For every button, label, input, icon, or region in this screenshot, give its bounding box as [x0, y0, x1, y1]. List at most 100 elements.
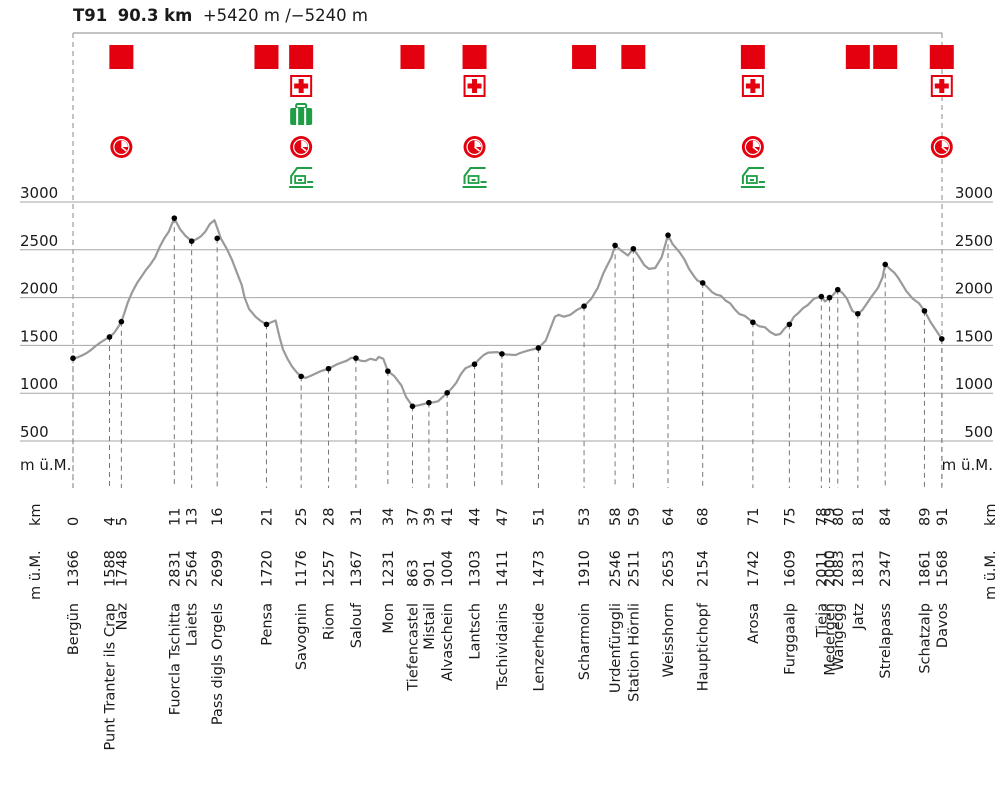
waypoint-elevation: 2699: [210, 550, 226, 587]
stage-marker: [621, 45, 646, 69]
waypoint-km: 68: [696, 508, 712, 526]
waypoint-name: Arosa: [746, 603, 762, 644]
train-icon: [740, 167, 765, 188]
waypoint-dot: [353, 355, 359, 361]
waypoint-dot: [298, 373, 304, 380]
waypoint-km: 80: [831, 508, 847, 526]
waypoint-elevation: 1257: [322, 550, 338, 587]
waypoint-dot: [535, 345, 542, 351]
waypoint-name: Punt Tranter ils Crap: [103, 603, 119, 751]
first-aid-icon: [930, 75, 953, 97]
clock-icon: [463, 136, 486, 158]
elevation-profile-line: [72, 217, 943, 408]
waypoint-km: 0: [66, 517, 82, 526]
waypoint-elevation: 2347: [878, 550, 894, 587]
y-tick-label-left: 3000: [20, 184, 58, 202]
waypoint-km: 79: [823, 508, 839, 526]
waypoint-km: 75: [782, 508, 798, 526]
waypoint-dot: [855, 310, 861, 317]
waypoint-km: 39: [422, 508, 438, 526]
waypoint-name: Jatz: [851, 603, 867, 630]
waypoint-name: Tschividains: [495, 603, 511, 691]
route-code: T91: [73, 6, 108, 25]
dropline-layer: [72, 218, 943, 488]
waypoint-elevation: 901: [422, 559, 438, 587]
waypoint-dot: [385, 368, 391, 374]
waypoint-elevation: 1366: [66, 550, 82, 587]
waypoint-km: 78: [814, 508, 830, 526]
waypoint-name: Schatzalp: [917, 603, 933, 674]
waypoint-dot: [499, 351, 505, 357]
waypoint-elevation: 1861: [917, 550, 933, 587]
waypoint-elevation: 2546: [608, 550, 624, 587]
waypoint-elevation: 1473: [531, 550, 547, 587]
waypoint-elevation: 1231: [381, 550, 397, 587]
waypoint-km: 59: [626, 508, 642, 526]
waypoint-dot: [118, 318, 125, 325]
y-tick-label-right: 1500: [955, 327, 993, 345]
train-icon: [289, 167, 314, 188]
waypoint-name: Medergen: [823, 603, 839, 676]
route-distance: 90.3 km: [117, 6, 193, 25]
waypoint-dot: [938, 336, 945, 342]
waypoint-name: Weisshorn: [661, 603, 677, 678]
clock-icon: [741, 136, 764, 158]
waypoint-dot: [471, 361, 478, 368]
waypoint-name: Fuorcla Tschitta: [167, 603, 183, 715]
grid-layer: 500 500 1000 1000 1500 1500 2000 2000 2500 2500 30…: [20, 32, 993, 486]
waypoint-km: 5: [114, 517, 130, 526]
waypoint-km: 25: [294, 508, 310, 526]
elev-unit-left: m ü.M.: [28, 550, 44, 600]
waypoint-km: 64: [661, 508, 677, 526]
waypoint-dot: [214, 235, 220, 242]
waypoint-name: Station Hörnli: [626, 603, 642, 702]
route-ascent-descent: +5420 m /−5240 m: [202, 6, 368, 25]
y-axis-unit-right: m ü.M.: [942, 456, 993, 474]
waypoint-dot: [188, 238, 195, 244]
y-tick-label-left: 1500: [20, 327, 58, 345]
waypoint-km: 37: [405, 508, 421, 526]
elev-unit-right: m ü.M.: [983, 550, 999, 600]
waypoint-name: Furggaalp: [782, 603, 798, 675]
stage-marker: [873, 45, 898, 69]
stage-marker: [572, 45, 597, 69]
waypoint-elevation: 1411: [495, 550, 511, 587]
waypoint-elevation: 1742: [746, 550, 762, 587]
waypoint-elevation: 1831: [851, 550, 867, 587]
waypoint-dot: [786, 321, 793, 328]
waypoint-name: Savognin: [294, 603, 310, 670]
y-axis-unit-left: m ü.M.: [20, 456, 71, 474]
y-tick-label-left: 2500: [20, 232, 58, 250]
waypoint-elevation: 1588: [103, 550, 119, 587]
waypoint-elevation: 1748: [114, 550, 130, 587]
waypoint-elevation: 2083: [831, 550, 847, 587]
waypoint-km: 58: [608, 508, 624, 526]
waypoint-name: Hauptichopf: [696, 602, 712, 691]
waypoint-dot: [581, 303, 587, 310]
waypoint-km: 21: [259, 508, 275, 526]
y-tick-label-left: 1000: [20, 375, 58, 393]
stage-marker: [254, 45, 279, 69]
waypoint-dot: [612, 242, 618, 249]
waypoint-km: 13: [185, 508, 201, 526]
waypoint-km: 53: [577, 508, 593, 526]
stage-marker: [845, 45, 870, 69]
waypoint-elevation: 2154: [696, 550, 712, 587]
waypoint-dot: [409, 403, 416, 410]
waypoint-km: 31: [349, 508, 365, 526]
waypoint-dot: [171, 215, 178, 221]
waypoint-dot: [70, 355, 76, 362]
waypoint-elevation: 1367: [349, 550, 365, 587]
waypoint-name: Riom: [322, 603, 338, 640]
waypoint-name: Davos: [935, 603, 951, 648]
waypoint-km: 84: [878, 508, 894, 526]
train-icon: [462, 167, 487, 188]
waypoint-name: Tiefencastel: [405, 603, 421, 692]
first-aid-icon: [741, 75, 764, 97]
waypoint-name: Laiets: [185, 603, 201, 646]
waypoint-dot: [882, 261, 889, 268]
waypoint-name: Tieja: [814, 603, 830, 638]
y-tick-label-left: 2000: [20, 280, 58, 298]
